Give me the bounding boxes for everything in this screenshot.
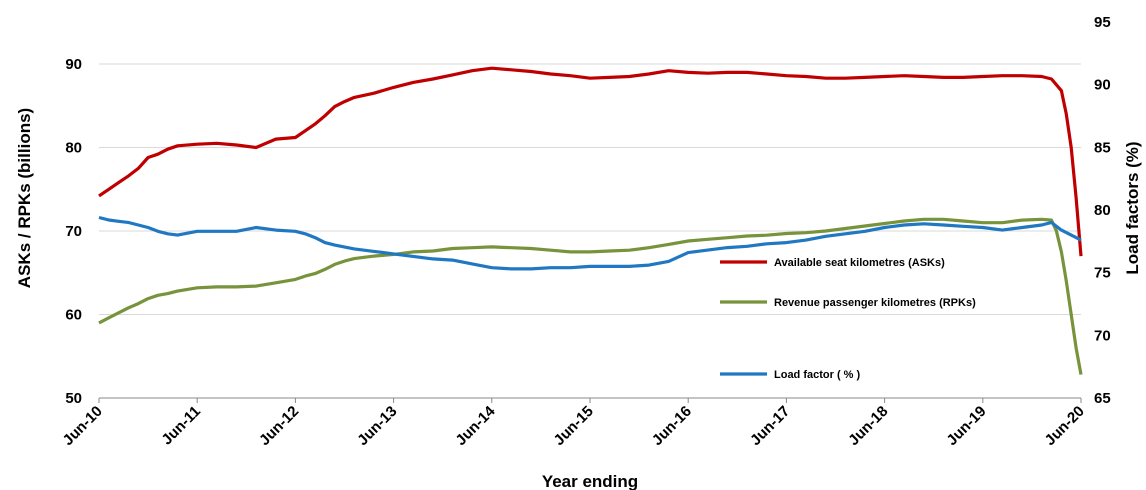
y-tick-label: 50 [65, 390, 82, 407]
x-tick-label: Jun-20 [1042, 403, 1088, 449]
y-tick-label: 70 [65, 223, 82, 240]
x-tick-label: Jun-10 [60, 403, 106, 449]
legend-label-0: Available seat kilometres (ASKs) [774, 257, 945, 269]
legend: Available seat kilometres (ASKs) Revenue … [720, 257, 976, 381]
y2-tick-label: 80 [1094, 202, 1111, 219]
x-tick-label: Jun-11 [158, 403, 204, 449]
x-tick-label: Jun-17 [747, 403, 793, 449]
series-line-1 [98, 217, 1083, 375]
x-tick-label: Jun-19 [943, 403, 989, 449]
series-line-2 [98, 215, 1082, 271]
y2-tick-label: 90 [1094, 77, 1111, 94]
x-tick-label: Jun-14 [452, 402, 499, 449]
y2-tick-label: 85 [1094, 139, 1111, 156]
x-tick-labels: Jun-10 Jun-11 Jun-12 Jun-13 Jun-14 Jun-15 Jun-… [60, 398, 1088, 449]
y2-tick-label: 75 [1094, 265, 1111, 282]
legend-label-2: Load factor ( % ) [774, 369, 861, 381]
gridlines [99, 63, 1081, 315]
x-axis-title: Year ending [542, 472, 638, 490]
series-lines [98, 66, 1083, 375]
y2-tick-label: 95 [1094, 14, 1111, 31]
y-tick-label: 90 [65, 56, 82, 73]
y2-tick-label: 65 [1094, 390, 1111, 407]
y2-tick-labels: 65 70 75 80 85 90 95 [1094, 14, 1111, 407]
y-tick-label: 60 [65, 307, 82, 324]
y-tick-labels: 50 60 70 80 90 [65, 56, 82, 407]
legend-label-1: Revenue passenger kilometres (RPKs) [774, 297, 976, 309]
series-line-0 [98, 66, 1083, 257]
y2-tick-label: 70 [1094, 327, 1111, 344]
x-tick-label: Jun-18 [845, 403, 891, 449]
x-tick-label: Jun-12 [256, 403, 302, 449]
y2-axis-title: Load factors (%) [1123, 141, 1142, 274]
x-tick-label: Jun-16 [649, 403, 695, 449]
y-tick-label: 80 [65, 140, 82, 157]
x-tick-label: Jun-13 [354, 403, 400, 449]
x-tick-label: Jun-15 [551, 403, 597, 449]
y-axis-title: ASKs / RPKs (billions) [15, 108, 34, 288]
